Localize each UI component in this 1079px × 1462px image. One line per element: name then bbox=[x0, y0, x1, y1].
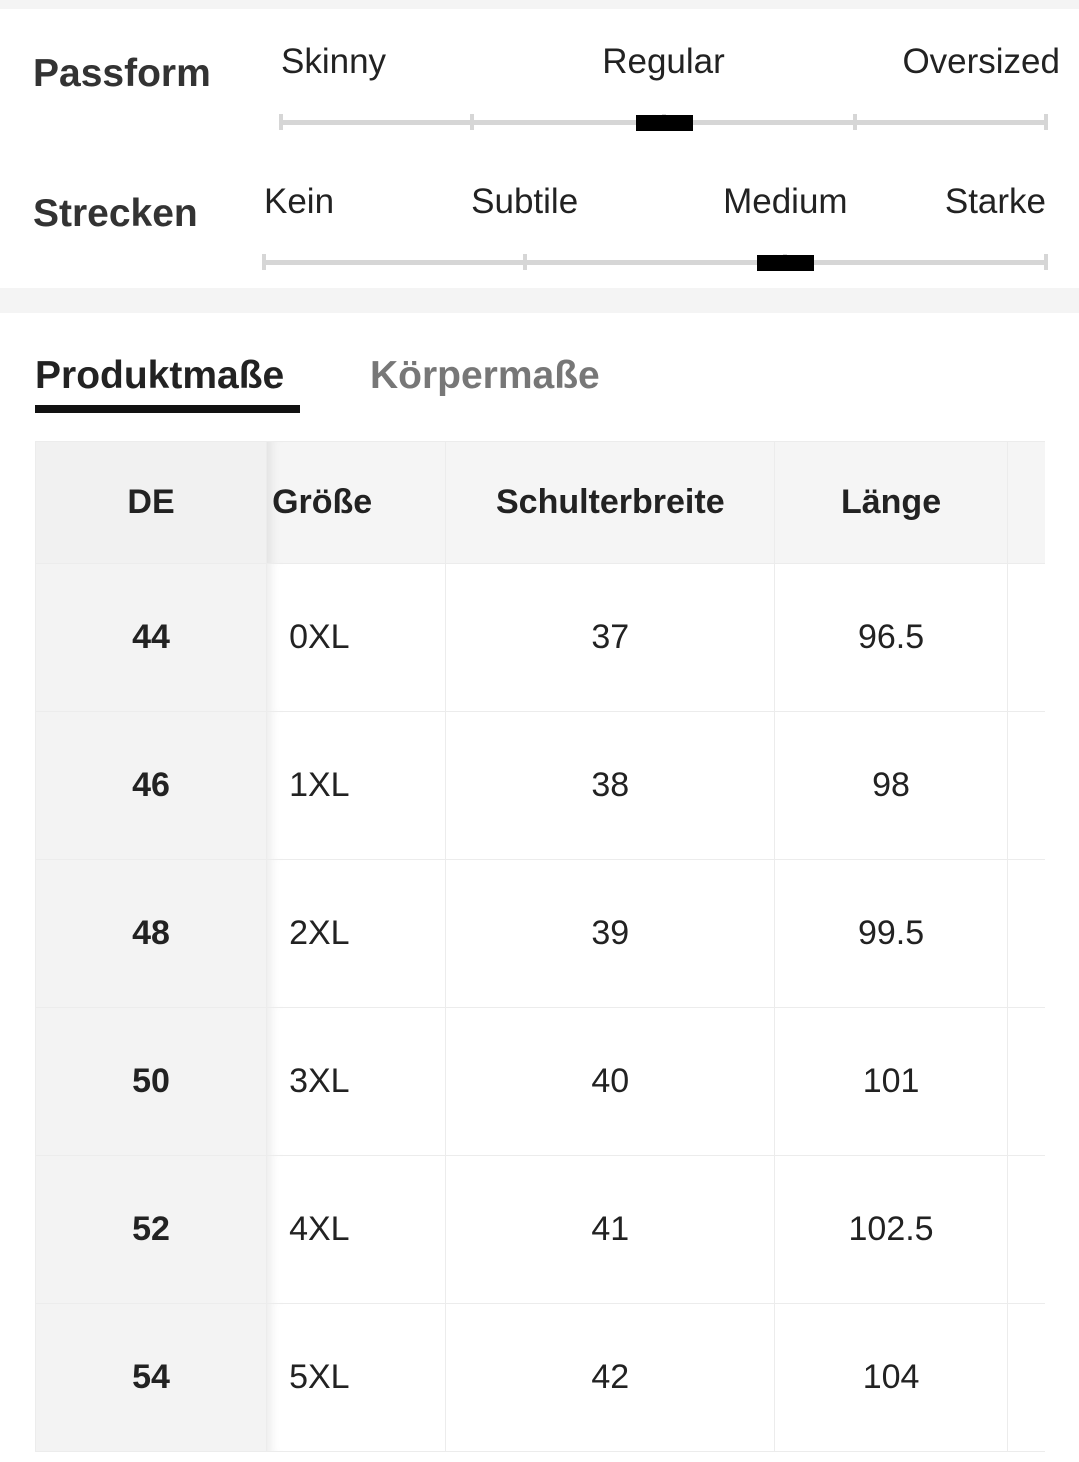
table-cell: 1XL bbox=[266, 711, 447, 860]
table-cell: 0XL bbox=[266, 563, 447, 712]
table-cell: 5XL bbox=[266, 1303, 447, 1452]
slider-tick bbox=[1044, 254, 1048, 270]
fit-option: Oversized bbox=[902, 42, 1060, 81]
tab[interactable]: Körpermaße bbox=[370, 354, 600, 397]
slider-tick bbox=[1044, 114, 1048, 130]
column-header: Schulterbreite bbox=[445, 441, 776, 564]
slider-tick bbox=[279, 114, 283, 130]
table-cell: 96.5 bbox=[774, 563, 1008, 712]
slider-tick bbox=[522, 254, 527, 270]
table-cell: 3XL bbox=[266, 1007, 447, 1156]
table-cell: 32.1 bbox=[1006, 1155, 1045, 1304]
table-cell: 2XL bbox=[266, 859, 447, 1008]
table-cell: 48 bbox=[35, 859, 268, 1008]
table: DEGrößeSchulterbreiteLängeÄrmellänge 440… bbox=[35, 441, 1045, 1452]
tab-underline bbox=[35, 405, 300, 413]
fit-option: Regular bbox=[602, 42, 725, 81]
table-cell: 44 bbox=[35, 563, 268, 712]
table-cell: 98 bbox=[774, 711, 1008, 860]
table-cell: 101 bbox=[774, 1007, 1008, 1156]
table-cell: 30.7 bbox=[1006, 859, 1045, 1008]
table-cell: 99.5 bbox=[774, 859, 1008, 1008]
tab[interactable]: Produktmaße bbox=[35, 354, 285, 397]
fit-option: Kein bbox=[264, 182, 335, 221]
table-cell: 37 bbox=[445, 563, 776, 712]
column-header: Länge bbox=[774, 441, 1008, 564]
table-cell: 46 bbox=[35, 711, 268, 860]
table-cell: 39 bbox=[445, 859, 776, 1008]
size-table: DEGrößeSchulterbreiteLängeÄrmellänge 440… bbox=[35, 441, 1045, 1452]
fit-option: Medium bbox=[723, 182, 848, 221]
table-cell: 31.4 bbox=[1006, 1007, 1045, 1156]
fit-option: Subtile bbox=[471, 182, 579, 221]
table-cell: 41 bbox=[445, 1155, 776, 1304]
slider-tick bbox=[470, 114, 475, 130]
fit-label: Passform bbox=[33, 52, 211, 95]
header-row: DEGrößeSchulterbreiteLängeÄrmellänge bbox=[35, 441, 1045, 564]
column-header: Größe bbox=[266, 441, 447, 564]
slider-marker bbox=[757, 255, 815, 271]
top-band bbox=[0, 0, 1079, 9]
table-cell: 38 bbox=[445, 711, 776, 860]
table-cell: 30 bbox=[1006, 711, 1045, 860]
fit-label: Strecken bbox=[33, 192, 198, 235]
table-cell: 50 bbox=[35, 1007, 268, 1156]
table-cell: 104 bbox=[774, 1303, 1008, 1452]
table-cell: 42 bbox=[445, 1303, 776, 1452]
slider-tick bbox=[852, 114, 857, 130]
slider-track bbox=[264, 260, 1046, 265]
separator-band bbox=[0, 288, 1079, 313]
table-cell: 102.5 bbox=[774, 1155, 1008, 1304]
slider-tick bbox=[262, 254, 266, 270]
column-header: DE bbox=[35, 441, 268, 564]
table-row: 503XL4010131.4 bbox=[35, 1007, 1045, 1156]
table-row: 545XL4210432.8 bbox=[35, 1303, 1045, 1452]
table-cell: 29.3 bbox=[1006, 563, 1045, 712]
fit-option: Skinny bbox=[281, 42, 387, 81]
table-cell: 40 bbox=[445, 1007, 776, 1156]
table-cell: 52 bbox=[35, 1155, 268, 1304]
table-cell: 4XL bbox=[266, 1155, 447, 1304]
fit-option: Starke bbox=[944, 182, 1046, 221]
table-cell: 32.8 bbox=[1006, 1303, 1045, 1452]
table-row: 461XL389830 bbox=[35, 711, 1045, 860]
table-cell: 54 bbox=[35, 1303, 268, 1452]
column-header: Ärmellänge bbox=[1006, 441, 1045, 564]
slider-marker bbox=[635, 115, 693, 131]
